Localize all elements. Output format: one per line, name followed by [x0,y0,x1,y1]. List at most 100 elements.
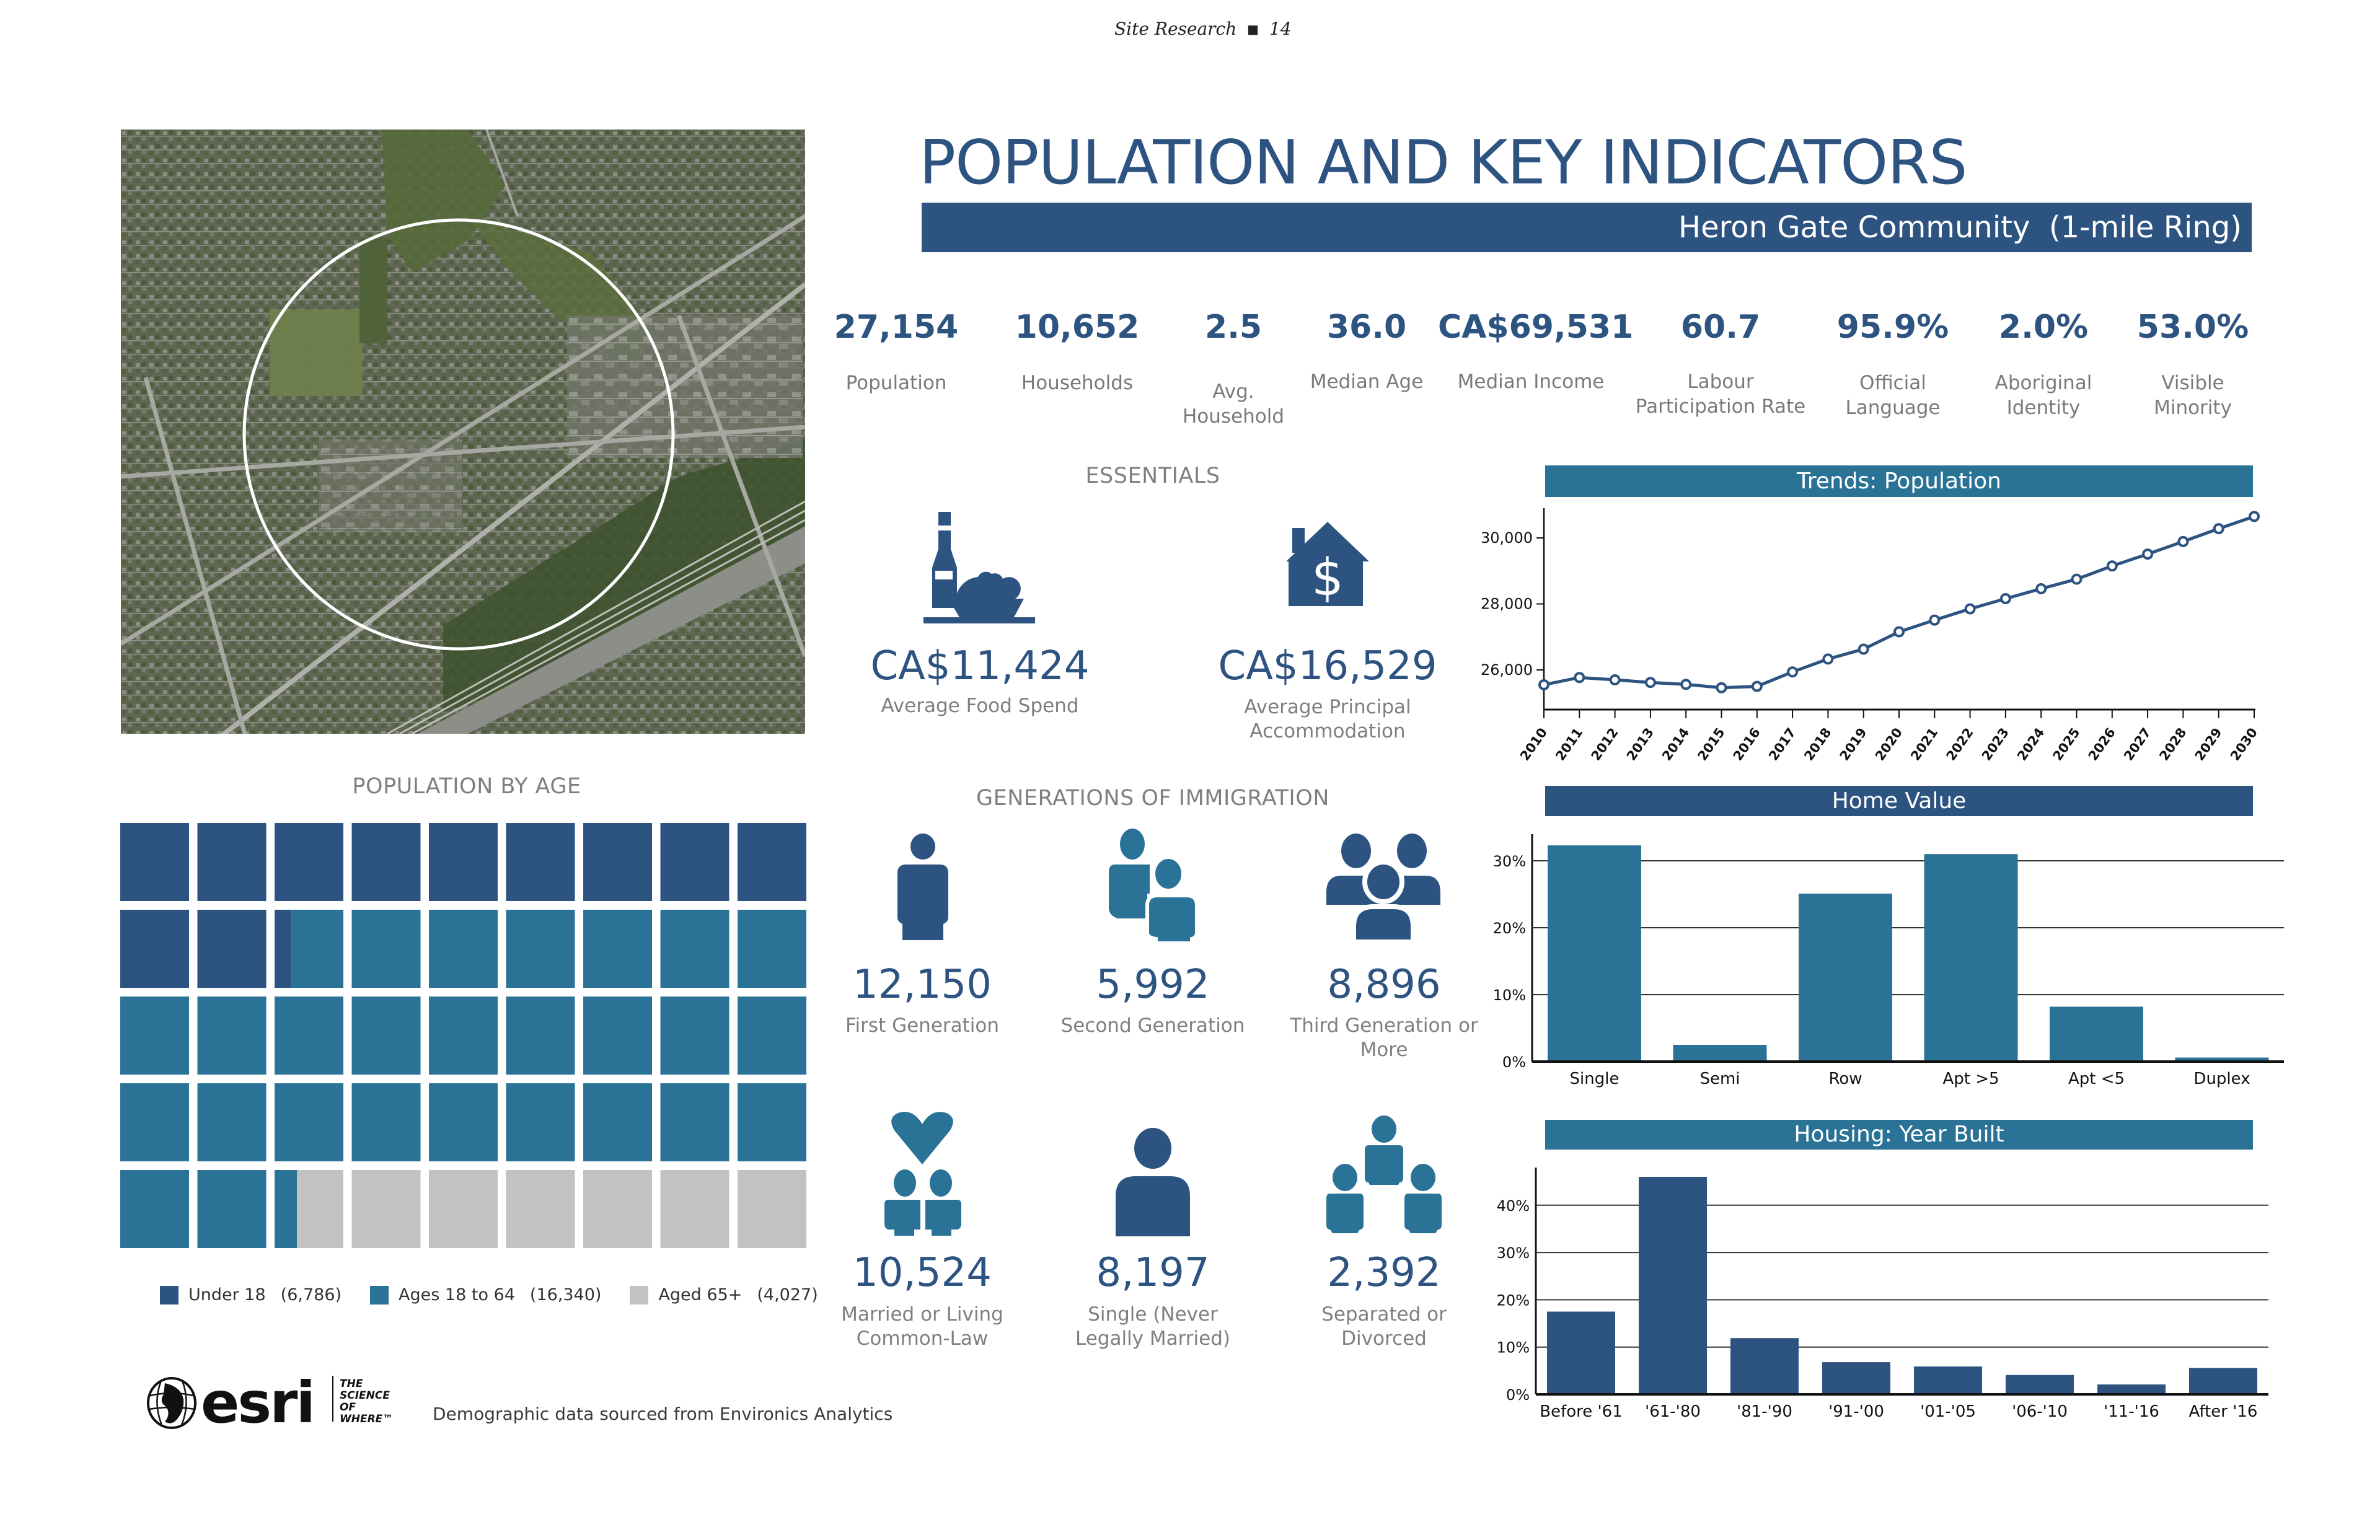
bar [1799,893,1892,1062]
data-source-note: Demographic data sourced from Environics… [433,1404,893,1424]
data-point [1716,682,1727,693]
bar [1548,845,1641,1062]
data-point [1787,666,1799,678]
kpi-median-age: 36.0 Median Age [1274,311,1460,394]
bar [1673,1045,1767,1062]
waffle-tile [429,1083,498,1161]
first-generation-value: 12,150 [853,962,992,1008]
year-built-title: Housing: Year Built [1794,1122,2004,1147]
single-person-icon [1116,1128,1190,1236]
waffle-tile [583,1170,652,1248]
data-point [1929,614,1941,626]
category-label: Apt >5 [1942,1070,1999,1088]
category-label: Before '61 [1540,1402,1623,1421]
first-generation-label: First Generation [845,1014,1000,1037]
bar [2050,1006,2143,1062]
waffle-tile [351,1170,421,1248]
married-label: Married or Living Common-Law [841,1303,1003,1350]
waffle-tile [275,910,292,988]
bar [2189,1368,2257,1394]
bar [1547,1311,1615,1394]
bar [1730,1338,1799,1394]
data-point [2106,560,2118,572]
waffle-tile [429,823,498,901]
category-label: '81-'90 [1737,1402,1792,1421]
waffle-tile [351,910,421,988]
waffle-tile [275,823,343,901]
waffle-tile [429,1170,498,1248]
population-line [1543,515,2255,690]
logo-divider [332,1376,333,1422]
x-tick-label: 2028 [2156,725,2189,763]
waffle-tile [583,910,652,988]
section-name: Site Research [1114,19,1237,39]
esri-wordmark: esri [201,1370,315,1436]
category-label: '06-'10 [2012,1402,2068,1421]
kpi-median-income: CA$69,531 Median Income [1438,311,1633,394]
data-point [2071,573,2082,585]
food-spend-value: CA$11,424 [870,643,1090,689]
home-value-header: Home Value [1545,786,2253,816]
waffle-tile [738,823,806,901]
aerial-map-image [121,130,805,734]
x-tick-label: 2029 [2192,725,2225,763]
kpi-value: 2.0% [1998,309,2089,346]
data-point [1893,626,1905,638]
essentials-title: ESSENTIALS [1085,464,1220,488]
kpi-label: Labour Participation Rate [1635,371,1806,418]
tagline-line: SCIENCE [340,1389,390,1402]
waffle-tile [275,1083,343,1161]
y-tick-label: 10% [1493,987,1526,1004]
kpi-avg-household: 2.5 Avg. Household [1171,311,1295,429]
subtitle: Heron Gate Community (1-mile Ring) [1678,210,2242,245]
second-generation-label: Second Generation [1060,1014,1245,1037]
x-tick-label: 2019 [1837,725,1870,763]
legend-label: Ages 18 to 64 [399,1285,515,1305]
tagline-line: OF [340,1401,356,1414]
y-tick-label: 30,000 [1481,529,1533,547]
bar [2097,1384,2166,1394]
population-by-age-title: POPULATION BY AGE [352,774,581,799]
data-point [1822,653,1834,665]
data-point [2177,535,2189,547]
y-tick-label: 26,000 [1481,661,1533,679]
y-tick-label: 20% [1497,1291,1530,1309]
group-icon [1326,834,1441,944]
kpi-population: 27,154 Population [803,311,989,395]
age-legend: Under 18 (6,786) Ages 18 to 64 (16,340) … [160,1285,847,1305]
waffle-tile [429,997,498,1075]
svg-text:$: $ [1311,548,1344,607]
legend-label: Aged 65+ [658,1285,743,1305]
category-label: Semi [1699,1070,1740,1088]
data-point [1644,677,1656,689]
waffle-tile [197,910,267,988]
trend-chart-title: Trends: Population [1797,469,2001,494]
category-label: Duplex [2193,1070,2250,1088]
data-point [2249,511,2260,522]
category-label: '61-'80 [1645,1402,1701,1421]
waffle-tile [429,910,498,988]
waffle-tile [351,997,421,1075]
y-tick-label: 20% [1493,920,1526,937]
kpi-official-language: 95.9% Official Language [1831,311,1955,420]
x-tick-label: 2030 [2228,725,2260,763]
page-number: 14 [1269,19,1292,39]
category-label: Apt <5 [2068,1070,2125,1088]
kpi-value: 10,652 [1015,309,1140,346]
kpi-value: 36.0 [1326,309,1407,346]
separated-value: 2,392 [1327,1250,1441,1296]
y-tick-label: 30% [1497,1244,1530,1262]
waffle-tile [506,910,575,988]
x-tick-label: 2018 [1801,725,1834,763]
category-label: '91-'00 [1828,1402,1884,1421]
kpi-aboriginal-identity: 2.0% Aboriginal Identity [1981,311,2105,420]
person-icon [895,834,951,942]
house-dollar-icon: $ [1286,522,1369,609]
bar [2175,1057,2269,1062]
waffle-tile [660,1083,729,1161]
single-value: 8,197 [1096,1250,1210,1296]
x-tick-label: 2027 [2121,725,2154,763]
waffle-tile [351,823,421,901]
kpi-labour-participation: 60.7 Labour Participation Rate [1628,311,1814,419]
trend-chart-header: Trends: Population [1545,465,2253,497]
